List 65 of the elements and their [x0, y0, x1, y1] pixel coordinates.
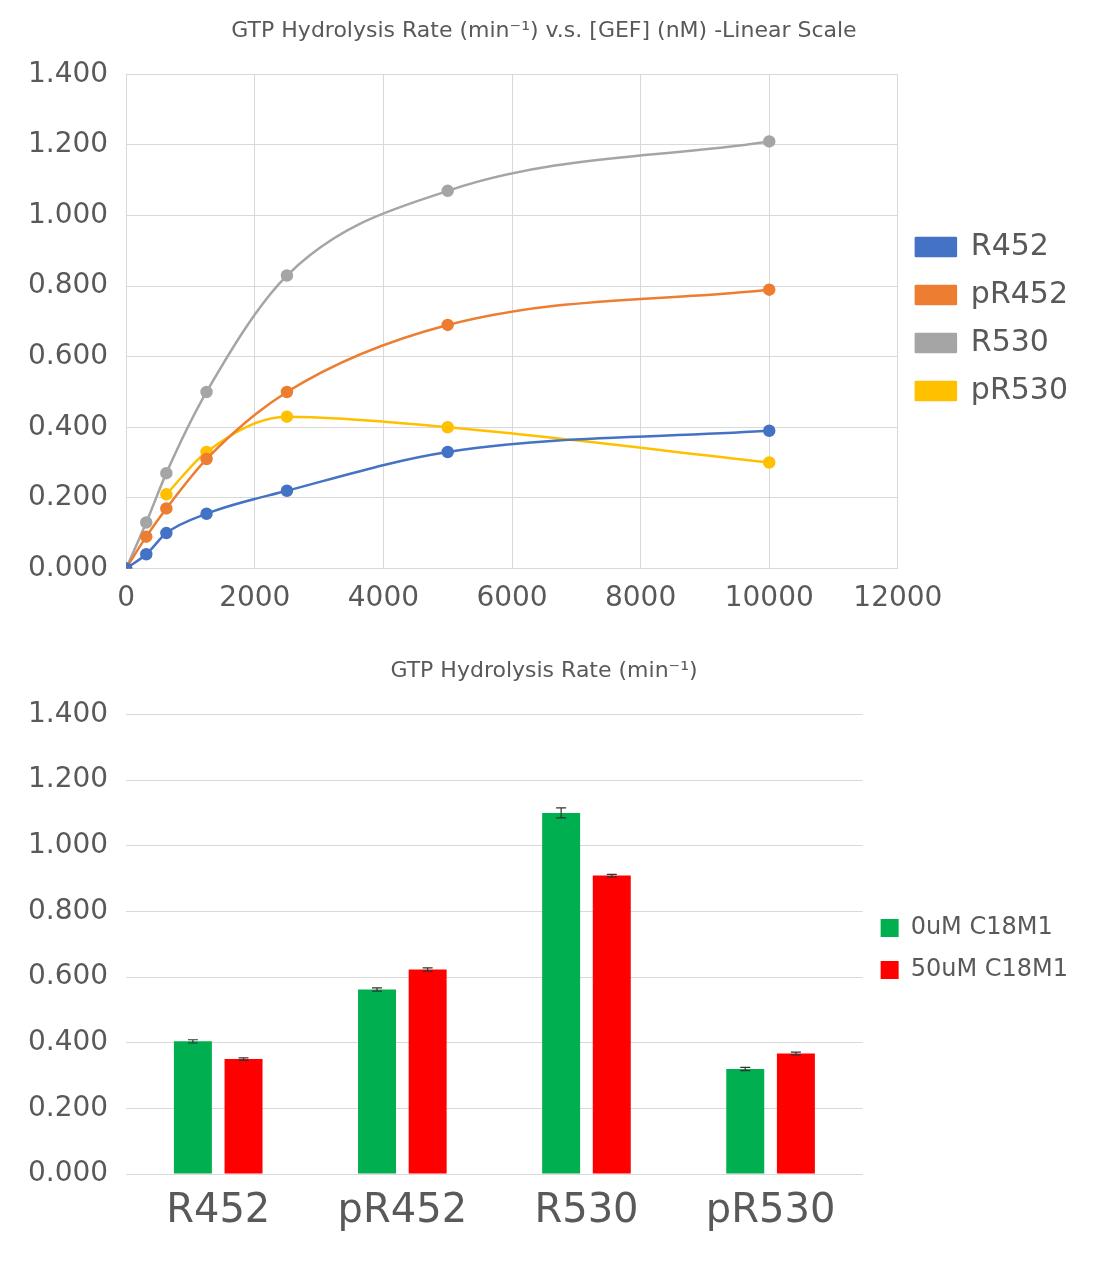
- y-tick-label: 1.000: [27, 827, 109, 860]
- point: [160, 526, 173, 540]
- point: [441, 318, 454, 332]
- point: [280, 385, 294, 399]
- bar: [776, 1053, 815, 1174]
- y-tick-label: 0.400: [27, 408, 109, 442]
- point: [441, 445, 454, 459]
- bar: [173, 1041, 212, 1174]
- x-tick-label: 8000: [604, 580, 677, 614]
- point: [762, 456, 776, 469]
- legend-label: pR452: [970, 274, 1069, 310]
- point: [762, 424, 776, 438]
- y-tick-label: 0.200: [27, 479, 109, 513]
- legend-label: R452: [970, 226, 1049, 262]
- point: [200, 385, 213, 399]
- chart-title: GTP Hydrolysis Rate (min⁻¹): [390, 656, 698, 682]
- legend-label: 50uM C18M1: [910, 954, 1068, 983]
- y-tick-label: 0.600: [27, 958, 109, 992]
- point: [140, 516, 153, 529]
- legend-label: R530: [970, 322, 1049, 358]
- bar: [224, 1059, 263, 1174]
- x-tick-label: 10000: [724, 580, 814, 614]
- point: [160, 502, 173, 515]
- y-tick-label: 1.200: [27, 126, 109, 160]
- bar: [592, 875, 631, 1174]
- y-tick-label: 0.800: [27, 892, 109, 926]
- point: [140, 548, 153, 561]
- bar: [726, 1068, 765, 1174]
- x-tick-label: 12000: [853, 580, 943, 614]
- point: [762, 135, 776, 148]
- point: [280, 269, 294, 282]
- y-tick-label: 1.000: [27, 196, 109, 230]
- x-tick-label: R452: [166, 1185, 271, 1232]
- y-tick-label: 1.200: [27, 761, 109, 795]
- y-tick-label: 0.000: [27, 549, 109, 583]
- y-tick-label: 1.400: [27, 695, 109, 729]
- point: [762, 283, 776, 296]
- bar: [358, 989, 397, 1174]
- y-tick-label: 0.800: [27, 267, 109, 301]
- point: [140, 530, 153, 543]
- chart-title: GTP Hydrolysis Rate (min⁻¹) v.s. [GEF] (nM) -Linear Scale: [231, 16, 857, 42]
- y-tick-label: 0.000: [27, 1155, 109, 1189]
- point: [280, 410, 294, 423]
- point: [280, 484, 294, 498]
- x-tick-label: pR452: [337, 1185, 468, 1232]
- legend-label: pR530: [970, 370, 1069, 406]
- bar: [408, 969, 447, 1174]
- y-tick-label: 0.600: [27, 337, 109, 371]
- x-tick-label: 4000: [347, 580, 420, 614]
- point: [160, 466, 173, 480]
- y-tick-label: 1.400: [27, 55, 109, 89]
- point: [160, 488, 173, 501]
- point: [200, 507, 213, 520]
- point: [441, 184, 454, 198]
- x-tick-label: R530: [534, 1185, 639, 1232]
- y-tick-label: 0.400: [27, 1023, 109, 1057]
- x-tick-label: 6000: [476, 580, 548, 614]
- bar: [542, 812, 581, 1174]
- x-tick-label: 2000: [219, 580, 291, 614]
- x-tick-label: pR530: [705, 1185, 836, 1232]
- x-tick-label: 0: [117, 580, 136, 614]
- y-tick-label: 0.200: [27, 1089, 109, 1123]
- legend-label: 0uM C18M1: [910, 912, 1053, 941]
- point: [200, 452, 213, 466]
- point: [441, 421, 454, 434]
